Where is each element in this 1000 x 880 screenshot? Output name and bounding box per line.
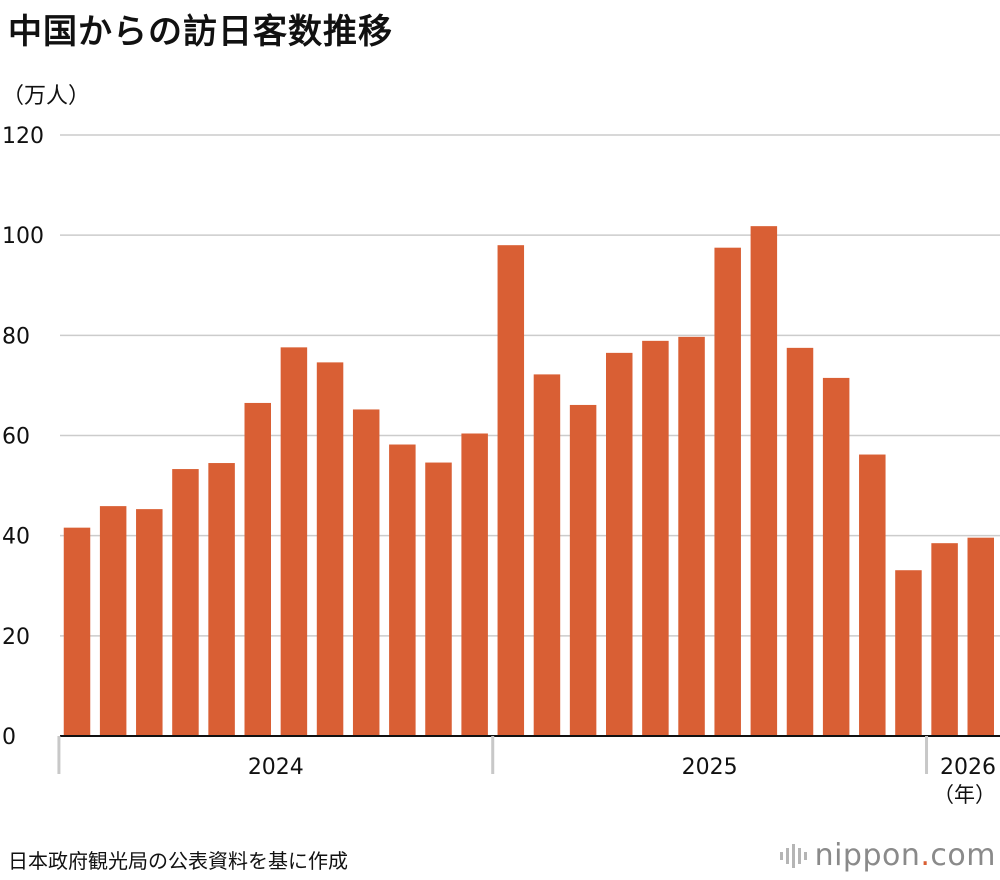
bar: [497, 245, 525, 736]
bar: [389, 444, 416, 736]
bar: [533, 374, 561, 736]
chart-title: 中国からの訪日客数推移: [8, 12, 393, 52]
y-tick-label: 20: [2, 625, 30, 650]
gridlines: [60, 134, 1000, 637]
bar: [352, 409, 380, 736]
axes: 0 20 40 60 80 100 120 2024 2025 2026: [2, 124, 1000, 780]
y-unit-label: （万人）: [2, 84, 90, 109]
bar: [63, 527, 91, 736]
bar: [244, 402, 271, 736]
bar: [895, 570, 922, 736]
year-label: 2025: [682, 755, 738, 780]
bar-chart: 0 20 40 60 80 100 120 2024 2025 2026 （万人） （年）: [2, 84, 1000, 807]
bar: [714, 247, 741, 736]
y-tick-label: 120: [2, 124, 44, 149]
bar: [461, 433, 488, 736]
brand-dot: .: [920, 838, 931, 873]
sound-wave-icon: [779, 843, 807, 868]
source-note: 日本政府観光局の公表資料を基に作成: [8, 849, 348, 873]
bar: [931, 543, 958, 736]
brand-tld: com: [930, 838, 996, 873]
bar: [750, 226, 778, 736]
brand-logo: nippon. com: [779, 838, 996, 873]
bar: [569, 404, 597, 736]
bar: [425, 462, 452, 736]
y-tick-label: 80: [2, 324, 30, 349]
bar: [280, 347, 308, 736]
bar: [136, 509, 163, 736]
brand-name: nippon: [814, 838, 921, 873]
y-tick-label: 60: [2, 425, 30, 450]
bar: [208, 463, 235, 736]
bar: [678, 336, 705, 736]
bar: [642, 340, 669, 736]
bars: [63, 226, 994, 736]
x-unit-label: （年）: [933, 783, 996, 807]
bar: [822, 377, 850, 736]
y-tick-label: 40: [2, 525, 30, 550]
bar: [99, 506, 127, 736]
y-tick-label: 0: [2, 725, 16, 750]
y-tick-label: 100: [2, 224, 44, 249]
year-label: 2026: [940, 755, 996, 780]
bar: [786, 347, 814, 736]
year-label: 2024: [248, 755, 304, 780]
bar: [316, 362, 344, 736]
bar: [606, 352, 633, 736]
bar: [859, 454, 886, 736]
bar: [172, 469, 199, 736]
bar: [967, 537, 994, 736]
